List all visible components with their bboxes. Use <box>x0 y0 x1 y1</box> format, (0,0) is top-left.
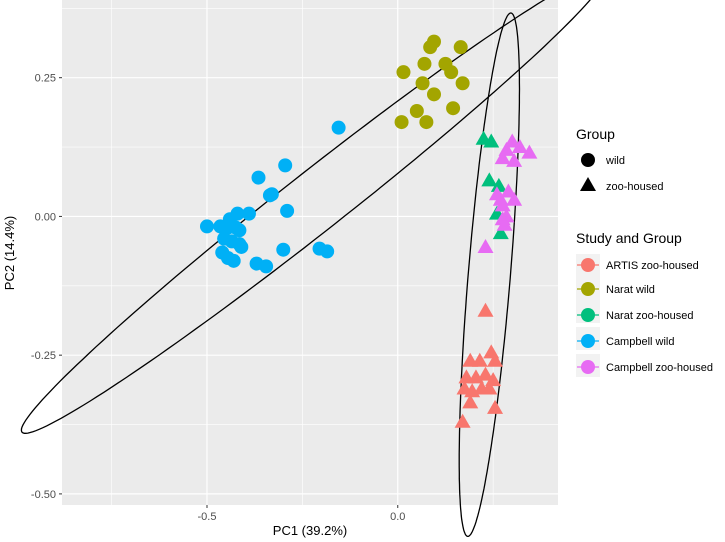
y-tick-label: -0.25 <box>31 350 56 362</box>
point-campbell-zoo-housed <box>504 133 521 148</box>
point-narat-wild <box>446 101 461 116</box>
point-campbell-wild <box>234 239 249 254</box>
point-narat-wild <box>455 76 470 91</box>
point-narat-zoo-housed <box>490 177 507 192</box>
legend-key-campbell-zoo <box>581 360 595 374</box>
y-axis-title: PC2 (14.4%) <box>2 216 17 290</box>
point-artis-zoo-housed <box>487 399 504 414</box>
legend-zoo-housed-label: zoo-housed <box>606 181 664 193</box>
point-narat-wild <box>419 115 434 130</box>
x-axis-title: PC1 (39.2%) <box>273 523 347 538</box>
point-campbell-wild <box>331 120 346 135</box>
point-narat-wild <box>423 40 438 55</box>
point-campbell-zoo-housed <box>477 238 494 253</box>
point-narat-wild <box>394 115 409 130</box>
point-campbell-wild <box>262 188 277 203</box>
legend-study-title: Study and Group <box>576 230 682 246</box>
legend-label-campbell-wild: Campbell wild <box>606 336 674 348</box>
legend-label-artis: ARTIS zoo-housed <box>606 260 699 272</box>
point-campbell-zoo-housed <box>511 139 528 154</box>
legend-key-campbell-wild <box>581 334 595 348</box>
legend-group-title: Group <box>576 126 615 142</box>
point-narat-wild <box>396 65 411 80</box>
point-campbell-wild <box>320 244 335 259</box>
point-campbell-zoo-housed <box>521 144 538 159</box>
y-tick-label: -0.50 <box>31 489 56 501</box>
point-campbell-wild <box>232 223 247 238</box>
legend-wild-label: wild <box>605 155 625 167</box>
legend-study-and-group: Study and Group ARTIS zoo-housed Narat w… <box>576 230 713 377</box>
point-campbell-zoo-housed <box>500 183 517 198</box>
data-points <box>199 34 538 428</box>
point-artis-zoo-housed <box>454 413 471 428</box>
point-campbell-wild <box>226 253 241 268</box>
x-tick-label: -0.5 <box>198 511 217 523</box>
point-narat-wild <box>409 103 424 118</box>
point-narat-wild <box>427 87 441 102</box>
point-artis-zoo-housed <box>471 352 488 367</box>
point-artis-zoo-housed <box>477 366 494 381</box>
point-campbell-zoo-housed <box>496 216 513 231</box>
legend-key-narat-zoo <box>581 308 595 322</box>
point-campbell-wild <box>280 203 295 218</box>
legend-group: Group wild zoo-housed <box>576 126 664 193</box>
point-artis-zoo-housed <box>481 380 498 395</box>
point-narat-zoo-housed <box>481 172 498 187</box>
point-narat-wild <box>444 65 459 80</box>
point-artis-zoo-housed <box>462 394 479 409</box>
point-campbell-zoo-housed <box>494 197 511 212</box>
legend-key-narat-wild <box>581 282 595 296</box>
legend-key-artis <box>581 258 595 272</box>
point-campbell-wild <box>276 242 291 257</box>
legend-label-campbell-zoo: Campbell zoo-housed <box>606 362 713 374</box>
legend-label-narat-wild: Narat wild <box>606 284 655 296</box>
point-narat-zoo-housed <box>483 133 500 148</box>
point-campbell-zoo-housed <box>506 152 523 167</box>
point-narat-zoo-housed <box>492 225 509 240</box>
point-campbell-wild <box>278 158 293 173</box>
point-artis-zoo-housed <box>477 302 494 317</box>
legend-label-narat-zoo: Narat zoo-housed <box>606 310 693 322</box>
legend-wild-key <box>581 153 595 167</box>
axis-ticks: -0.5 0.0 0.25 0.00 -0.25 -0.50 <box>31 73 405 523</box>
point-campbell-wild <box>241 206 256 221</box>
point-narat-wild <box>417 56 432 71</box>
point-campbell-zoo-housed <box>494 150 511 165</box>
point-narat-wild <box>415 76 430 91</box>
point-campbell-wild <box>199 219 214 234</box>
y-tick-label: 0.25 <box>35 73 56 85</box>
point-campbell-zoo-housed <box>506 191 523 206</box>
point-campbell-wild <box>259 259 274 274</box>
y-tick-label: 0.00 <box>35 211 56 223</box>
point-narat-wild <box>453 40 468 55</box>
plot-panel <box>62 0 558 505</box>
legend-zoo-housed-key <box>580 177 596 191</box>
point-artis-zoo-housed <box>487 352 504 367</box>
point-campbell-wild <box>251 170 266 185</box>
x-tick-label: 0.0 <box>390 511 405 523</box>
major-gridlines <box>62 0 558 505</box>
